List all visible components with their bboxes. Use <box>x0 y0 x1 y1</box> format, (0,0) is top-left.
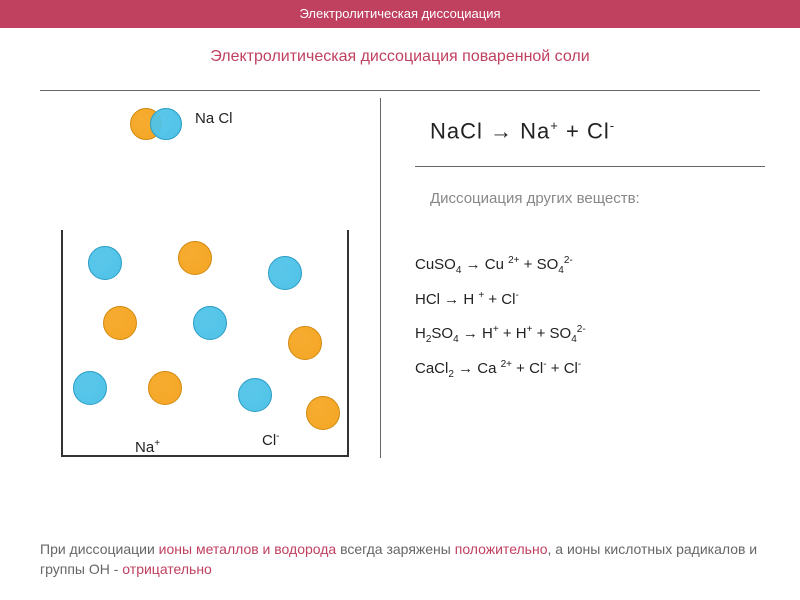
main-equation: NaCl → Na+ + Cl- <box>430 118 615 144</box>
cl-ion <box>268 256 302 290</box>
right-divider <box>415 166 765 167</box>
equation-list: CuSO4 → Cu 2+ + SO42- HCl → H + + Cl- H2… <box>415 248 586 386</box>
na-ion <box>148 371 182 405</box>
eq-row: HCl → H + + Cl- <box>415 283 586 318</box>
na-plus-label: Na+ <box>135 438 160 456</box>
header-title: Электролитическая диссоциация <box>299 6 500 21</box>
cl-ion <box>193 306 227 340</box>
content-area: Na Cl Na+ Cl- NaCl → Na+ + Cl- Диссоциац… <box>0 98 800 538</box>
cl-ion-molecule <box>150 108 182 140</box>
cl-ion <box>73 371 107 405</box>
eq-row: CuSO4 → Cu 2+ + SO42- <box>415 248 586 283</box>
na-ion <box>288 326 322 360</box>
top-divider <box>40 90 760 91</box>
page-title: Электролитическая диссоциация поваренной… <box>0 48 800 66</box>
cl-minus-label: Cl- <box>262 431 280 449</box>
na-ion <box>306 396 340 430</box>
subtitle: Диссоциация других веществ: <box>430 188 640 209</box>
na-ion <box>178 241 212 275</box>
na-ion <box>103 306 137 340</box>
footer-note: При диссоциации ионы металлов и водорода… <box>40 540 760 579</box>
page-header: Электролитическая диссоциация <box>0 0 800 28</box>
vertical-divider <box>380 98 381 458</box>
nacl-label: Na Cl <box>195 110 233 127</box>
cl-ion <box>88 246 122 280</box>
eq-row: CaCl2 → Ca 2+ + Cl- + Cl- <box>415 352 586 387</box>
eq-row: H2SO4 → H+ + H+ + SO42- <box>415 317 586 352</box>
cl-ion <box>238 378 272 412</box>
